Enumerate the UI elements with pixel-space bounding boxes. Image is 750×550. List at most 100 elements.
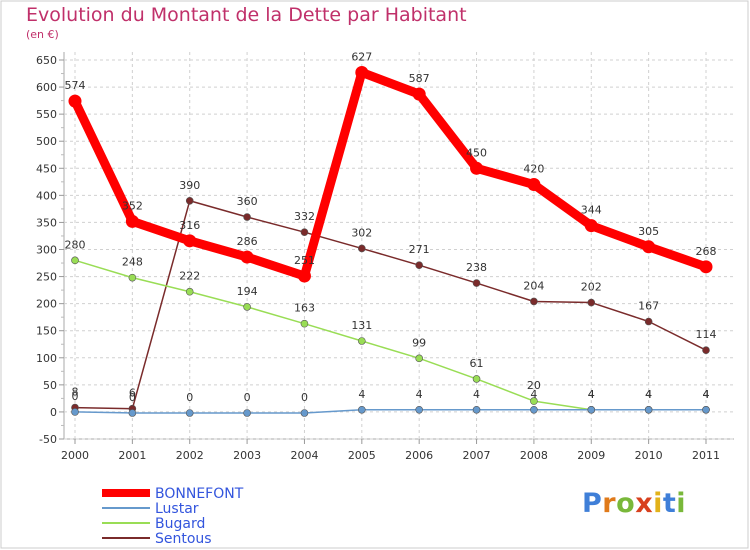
y-tick-label: 0 [50,406,57,419]
data-point [412,87,426,101]
data-label: 204 [523,279,544,292]
data-label: 222 [179,270,200,283]
logo-letter: x [635,488,654,519]
data-label: 587 [409,72,430,85]
y-tick-label: 450 [36,162,57,175]
y-tick-label: 250 [36,271,57,284]
data-point [243,303,251,311]
data-label: 450 [466,146,487,159]
data-label: 271 [409,243,430,256]
data-label: 0 [72,390,79,403]
data-point [472,375,481,383]
data-label: 390 [179,179,200,192]
data-point [355,65,369,79]
data-label: 316 [179,219,200,232]
data-label: 4 [588,388,595,401]
data-label: 163 [294,302,315,315]
data-point [297,269,311,283]
data-point [470,161,484,175]
data-label: 574 [65,79,86,92]
data-point [587,298,596,307]
data-point [642,240,656,254]
legend-label: Sentous [155,531,212,547]
data-label: 4 [703,388,710,401]
data-point [530,405,538,414]
x-tick-label: 2002 [176,449,204,462]
data-point [183,234,197,248]
data-label: 302 [351,226,372,239]
x-tick-label: 2010 [635,449,663,462]
data-label: 238 [466,261,487,274]
legend-label: Lustar [155,501,199,517]
legend-label: Bugard [155,516,205,532]
data-label: 4 [358,388,365,401]
data-label: 627 [351,50,372,63]
y-tick-label: 50 [43,379,57,392]
data-point [415,405,423,414]
data-point [702,346,710,355]
x-tick-label: 2003 [233,449,261,462]
data-point [644,405,653,414]
data-label: 131 [351,319,372,332]
y-tick-label: 300 [36,244,57,257]
data-point [530,397,538,405]
logo-letter: i [653,488,663,519]
data-point [243,409,251,417]
data-point [300,409,309,417]
data-point [587,405,596,414]
y-tick-label: 600 [36,81,57,94]
data-point [530,297,538,306]
series-bonnefont: 574 352 316 286 251 627 587 450 420 344 305 268 [65,50,717,283]
data-label: 4 [588,388,595,401]
data-point [527,178,541,192]
data-label: 251 [294,254,315,267]
data-point [644,317,653,326]
data-point [185,287,194,296]
logo-letter: t [662,488,677,519]
data-point [185,196,194,205]
data-point [71,408,79,416]
data-label: 114 [696,328,717,341]
data-point [472,405,481,414]
data-point [358,244,366,253]
data-point [358,405,366,414]
data-label: 0 [244,391,251,404]
data-label: 4 [530,388,537,401]
logo-letter: P [582,488,603,519]
data-label: 167 [638,300,659,313]
chart-title: Evolution du Montant de la Dette par Hab… [26,4,467,26]
data-point [472,279,481,287]
data-point [71,256,79,265]
y-tick-label: 500 [36,135,57,148]
data-point [240,250,254,264]
data-label: 268 [696,245,717,258]
series-lustar: 0 0 0 0 0 4 4 4 4 4 4 4 [71,388,710,417]
data-point [300,228,309,236]
data-label: 8 [72,386,79,399]
data-label: 4 [473,388,480,401]
data-label: 4 [703,388,710,401]
x-tick-label: 2001 [118,449,146,462]
data-label: 332 [294,210,315,223]
data-label: 0 [301,391,308,404]
y-tick-label: -50 [39,433,57,446]
x-tick-label: 2008 [520,449,548,462]
proxiti-logo: Proxiti [582,488,686,519]
data-label: 286 [237,235,258,248]
data-point [68,94,82,108]
data-label: 202 [581,281,602,294]
data-point [415,354,423,363]
data-label: 99 [412,336,426,349]
data-point [128,409,137,417]
data-point [185,409,194,417]
x-tick-label: 2000 [61,449,89,462]
x-tick-label: 2011 [692,449,720,462]
y-tick-label: 350 [36,216,57,229]
data-point [699,260,713,274]
chart-subtitle: (en €) [26,28,59,41]
data-label: 352 [122,199,143,212]
